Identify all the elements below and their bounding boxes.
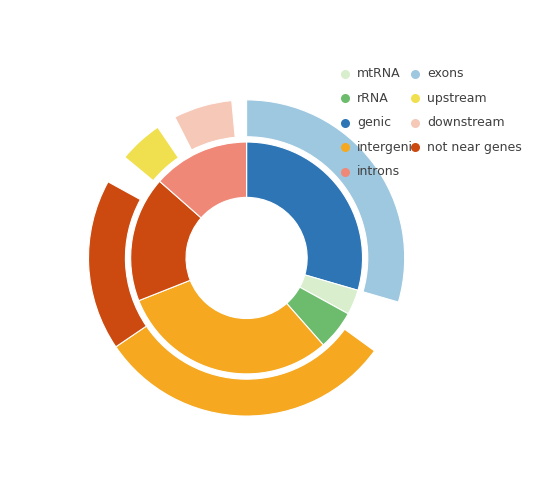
Wedge shape [89,182,146,347]
Wedge shape [175,101,235,150]
Text: introns: introns [357,165,401,178]
Text: rRNA: rRNA [357,92,389,105]
Text: downstream: downstream [427,116,505,129]
Wedge shape [287,287,348,345]
Wedge shape [116,326,374,416]
Text: exons: exons [427,67,464,80]
Wedge shape [247,100,404,302]
Text: mtRNA: mtRNA [357,67,401,80]
Wedge shape [159,142,247,218]
Text: upstream: upstream [427,92,487,105]
Wedge shape [247,142,363,290]
Text: intergenic: intergenic [357,140,420,153]
Wedge shape [300,275,358,314]
Wedge shape [130,181,201,301]
Text: not near genes: not near genes [427,140,522,153]
Text: genic: genic [357,116,391,129]
Wedge shape [139,280,323,374]
Wedge shape [125,127,179,181]
